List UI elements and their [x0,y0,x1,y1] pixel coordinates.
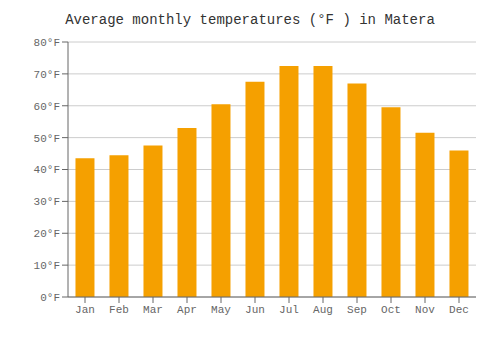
svg-text:40°F: 40°F [34,164,60,176]
svg-text:Nov: Nov [415,304,435,316]
svg-text:Oct: Oct [381,304,401,316]
svg-text:50°F: 50°F [34,133,60,145]
svg-text:Jan: Jan [75,304,95,316]
svg-text:Dec: Dec [449,304,469,316]
svg-text:Sep: Sep [347,304,367,316]
svg-text:Jun: Jun [245,304,265,316]
svg-text:Jul: Jul [279,304,299,316]
svg-text:Feb: Feb [109,304,129,316]
svg-text:80°F: 80°F [34,37,60,49]
svg-text:10°F: 10°F [34,260,60,272]
html-text:Average monthly temperatures (: Average monthly temperatures (°F ) in Ma… [65,12,435,28]
svg-text:70°F: 70°F [34,69,60,81]
svg-text:Aug: Aug [313,304,333,316]
svg-text:0°F: 0°F [40,292,60,304]
svg-text:May: May [211,304,231,316]
svg-text:30°F: 30°F [34,196,60,208]
svg-text:Apr: Apr [177,304,197,316]
svg-text:20°F: 20°F [34,228,60,240]
svg-text:Mar: Mar [143,304,163,316]
svg-text:60°F: 60°F [34,101,60,113]
